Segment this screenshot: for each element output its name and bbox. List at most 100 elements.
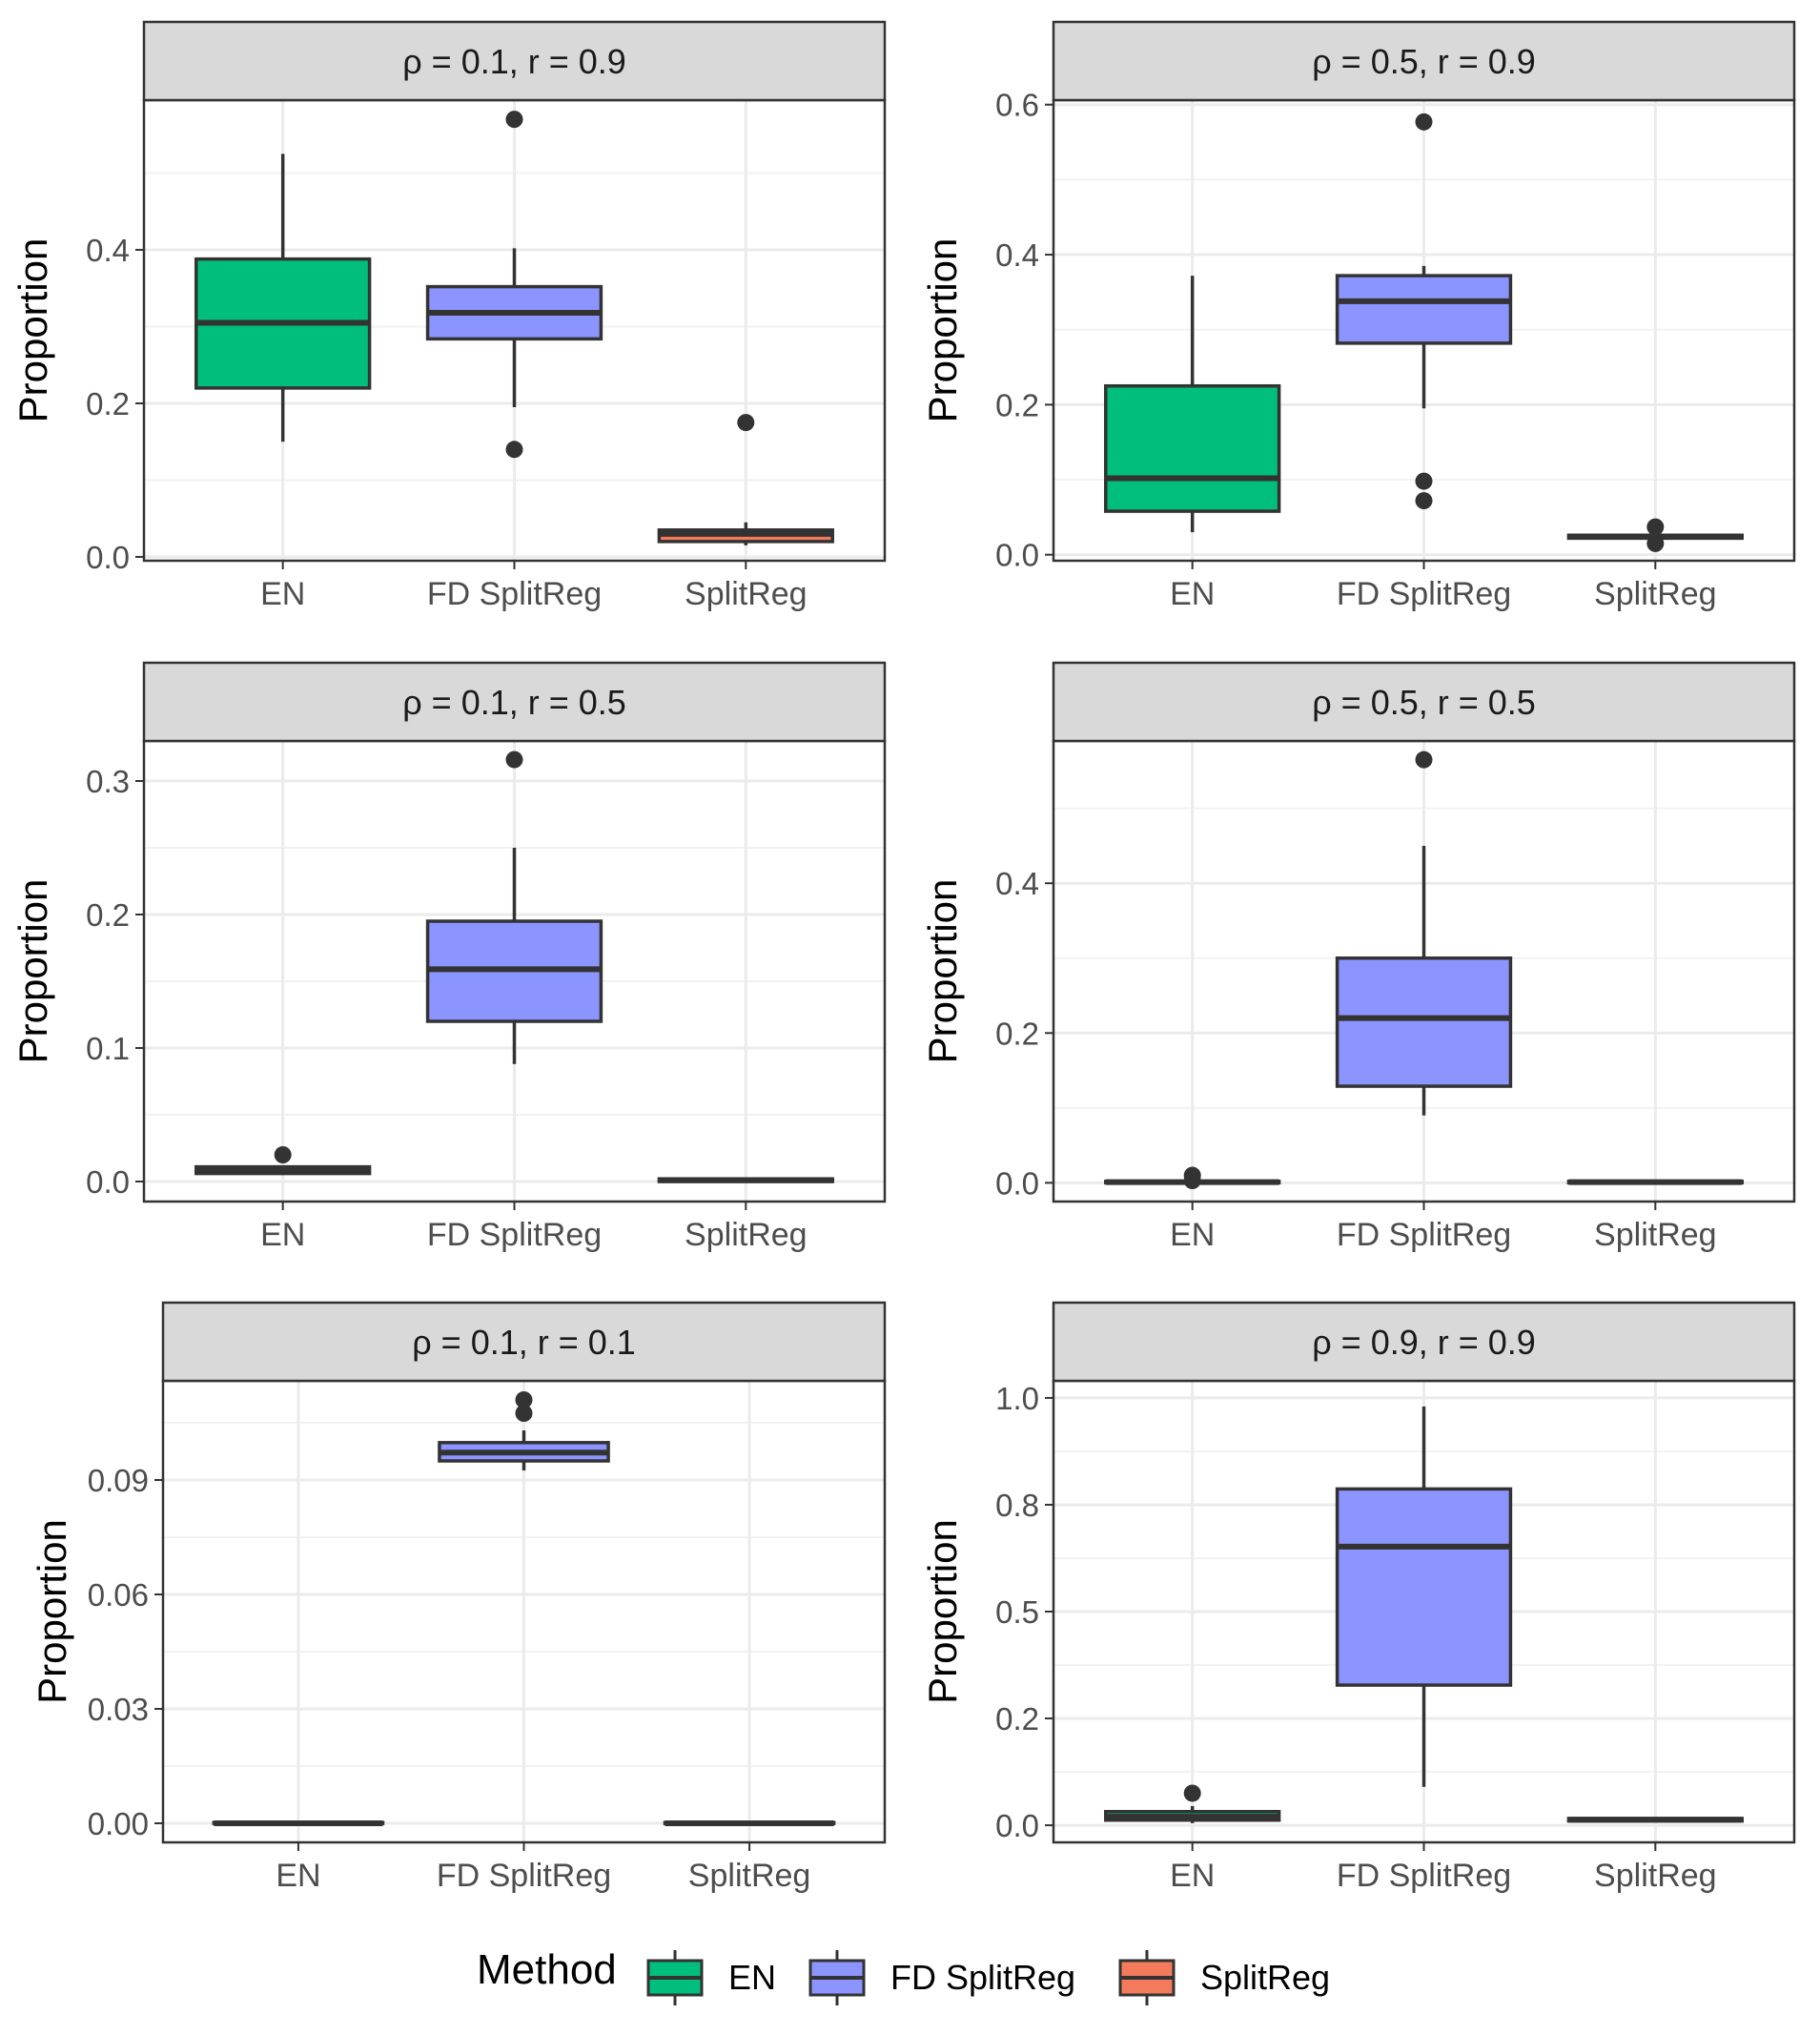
x-tick-label: FD SplitReg [427,576,602,612]
facet-panel: 0.0 0.2 0.5 0.8 1.0 EN FD SplitReg SplitReg ρ = … [920,1301,1796,1894]
legend-item-splitreg: SplitReg [1118,1950,1330,2005]
x-tick-label: FD SplitReg [1337,1858,1511,1894]
facet-strip-title: ρ = 0.5, r = 0.9 [1312,42,1536,81]
y-tick-label: 0.06 [88,1577,149,1613]
facet-strip-title: ρ = 0.5, r = 0.5 [1312,683,1536,722]
outlier-point [1415,492,1433,510]
outlier-point [505,750,523,769]
box-body [1335,1487,1513,1687]
facet-panel: 0.0 0.2 0.4 0.6 EN FD SplitReg SplitReg ρ = 0.5… [920,20,1796,612]
legend-label: SplitReg [1200,1958,1330,1997]
facet-panel: 0.0 0.2 0.4 EN FD SplitReg SplitReg ρ = 0.5, r… [920,661,1796,1253]
outlier-point [1183,1784,1201,1802]
outlier-point [505,111,523,129]
y-tick-label: 0.2 [86,897,130,933]
x-tick-label: EN [276,1858,320,1894]
facet-strip-title: ρ = 0.1, r = 0.5 [402,683,626,722]
facet-strip-title: ρ = 0.1, r = 0.1 [412,1323,636,1362]
facet-strip [142,20,887,102]
box-en [212,1820,385,1826]
y-axis-label: Proportion [10,238,55,423]
outlier-point [274,1146,292,1163]
box-splitreg [1566,518,1744,552]
y-tick-label: 0.03 [88,1692,149,1727]
y-tick-label: 0.0 [995,1165,1039,1201]
x-tick-label: SplitReg [1594,576,1717,612]
y-tick-label: 0.0 [995,1808,1039,1843]
facet-strip [161,1301,887,1383]
box-en [1104,276,1281,533]
y-tick-label: 0.2 [995,1016,1039,1051]
facet-strip [142,661,887,743]
facet-strip-title: ρ = 0.9, r = 0.9 [1312,1323,1536,1362]
outlier-point [515,1391,533,1408]
box-fd-splitreg [1335,1406,1513,1787]
outlier-point [515,1405,533,1422]
box-body [1335,956,1513,1088]
y-tick-label: 0.2 [86,386,130,421]
y-axis-label: Proportion [920,238,965,423]
box-fd-splitreg [425,111,603,459]
box-en [1104,1784,1281,1823]
facet-strip-title: ρ = 0.1, r = 0.9 [402,42,626,81]
x-tick-label: EN [260,1217,305,1253]
x-tick-label: EN [1170,1858,1215,1894]
outlier-point [1183,1172,1201,1190]
facet-panel: 0.0 0.2 0.4 EN FD SplitReg SplitReg ρ = 0.1, r… [10,20,887,612]
facet-strip [1052,661,1796,743]
y-tick-label: 0.8 [995,1488,1039,1523]
outlier-point [1646,518,1665,536]
box-en [1104,1166,1281,1190]
y-tick-label: 0.4 [995,866,1039,901]
y-tick-label: 0.4 [86,233,130,268]
outlier-point [505,441,523,459]
y-tick-label: 1.0 [995,1381,1039,1416]
facet-panel: 0.0 0.1 0.2 0.3 EN FD SplitReg SplitReg ρ = 0.1… [10,661,887,1253]
box-fd-splitreg [425,750,603,1064]
legend-label: FD SplitReg [890,1958,1075,1997]
y-tick-label: 0.2 [995,1701,1039,1737]
y-tick-label: 0.6 [995,88,1039,123]
x-tick-label: SplitReg [1594,1217,1717,1253]
y-axis-label: Proportion [920,1519,965,1704]
outlier-point [1415,113,1433,131]
y-axis-label: Proportion [920,879,965,1064]
facet-strip [1052,20,1796,102]
y-tick-label: 0.09 [88,1463,149,1498]
x-tick-label: EN [1170,1217,1215,1253]
outlier-point [1646,534,1665,552]
y-tick-label: 0.4 [995,237,1039,273]
y-tick-label: 0.0 [86,1164,130,1200]
box-splitreg [1566,1817,1744,1823]
y-tick-label: 0.2 [995,387,1039,422]
y-tick-label: 0.3 [86,764,130,799]
box-splitreg [663,1820,836,1826]
x-tick-label: EN [260,576,305,612]
outlier-point [1415,472,1433,490]
box-body [1104,383,1281,513]
x-tick-label: FD SplitReg [427,1217,602,1253]
x-tick-label: SplitReg [1594,1858,1717,1894]
box-splitreg [657,1177,834,1183]
y-tick-label: 0.5 [995,1594,1039,1630]
y-tick-label: 0.1 [86,1031,130,1066]
box-fd-splitreg [438,1391,610,1470]
legend-items: EN FD SplitReg SplitReg [646,1950,1330,2005]
y-tick-label: 0.0 [86,540,130,575]
outlier-point [1415,750,1433,769]
legend: Method EN FD SplitReg SplitReg [477,1946,1330,2005]
legend-label: EN [728,1958,776,1997]
box-fd-splitreg [1335,113,1513,510]
box-splitreg [1566,1179,1744,1185]
box-en [194,1146,372,1176]
x-tick-label: SplitReg [688,1858,811,1894]
x-tick-label: SplitReg [685,1217,808,1253]
x-tick-label: EN [1170,576,1215,612]
facet-panels: 0.0 0.2 0.4 EN FD SplitReg SplitReg ρ = 0.1, r… [10,20,1796,1894]
box-fd-splitreg [1335,750,1513,1116]
y-axis-label: Proportion [30,1519,74,1704]
facet-strip [1052,1301,1796,1383]
x-tick-label: SplitReg [685,576,808,612]
box-body [1335,274,1513,345]
box-splitreg [657,414,834,545]
